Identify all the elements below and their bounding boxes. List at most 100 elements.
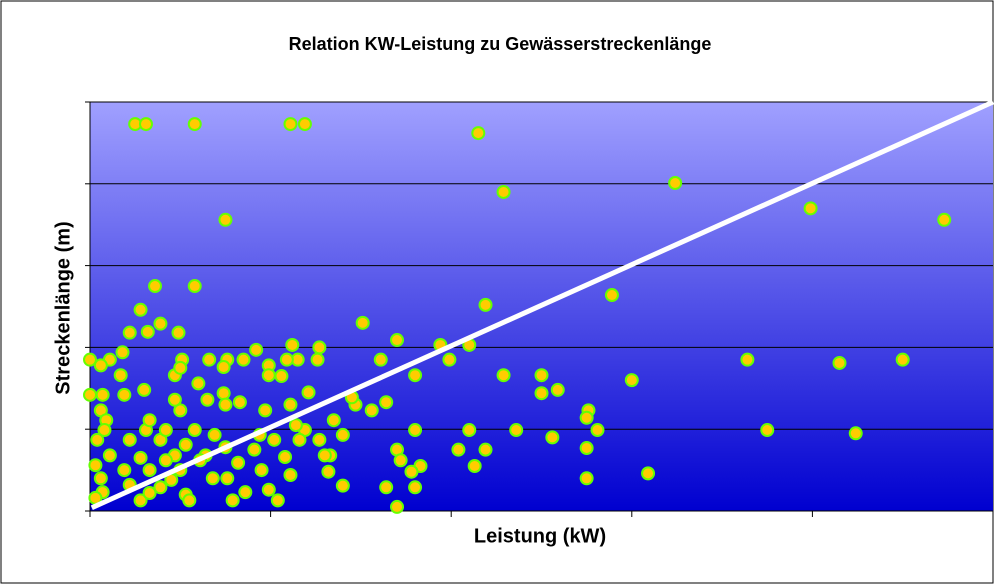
- point: [393, 453, 408, 468]
- point: [133, 493, 148, 508]
- point: [317, 448, 332, 463]
- point: [442, 352, 457, 367]
- point: [93, 471, 108, 486]
- point: [373, 352, 388, 367]
- point: [148, 279, 163, 294]
- point: [545, 430, 560, 445]
- point: [202, 352, 217, 367]
- point: [335, 427, 350, 442]
- point: [740, 352, 755, 367]
- point: [142, 486, 157, 501]
- point: [90, 432, 105, 447]
- point: [236, 352, 251, 367]
- point: [604, 288, 619, 303]
- point: [274, 369, 289, 384]
- point: [249, 342, 264, 357]
- point: [247, 442, 262, 457]
- point: [191, 376, 206, 391]
- point: [178, 437, 193, 452]
- point: [297, 117, 312, 132]
- point: [254, 463, 269, 478]
- point: [590, 423, 605, 438]
- point: [408, 368, 423, 383]
- point: [158, 453, 173, 468]
- point: [283, 117, 298, 132]
- point: [117, 463, 132, 478]
- point: [173, 360, 188, 375]
- point: [261, 482, 276, 497]
- point: [379, 395, 394, 410]
- point: [122, 325, 137, 340]
- point: [478, 297, 493, 312]
- trendline: [90, 99, 994, 511]
- point: [641, 466, 656, 481]
- point: [158, 423, 173, 438]
- point: [140, 324, 155, 339]
- point: [122, 432, 137, 447]
- point: [218, 397, 233, 412]
- point: [95, 387, 110, 402]
- y-axis-label: Streckenlänge (m): [52, 221, 74, 394]
- point: [97, 423, 112, 438]
- point: [187, 117, 202, 132]
- point: [88, 458, 103, 473]
- point: [205, 471, 220, 486]
- point: [579, 471, 594, 486]
- point: [258, 403, 273, 418]
- point: [216, 386, 231, 401]
- point: [115, 345, 130, 360]
- point: [187, 423, 202, 438]
- point: [462, 423, 477, 438]
- point: [138, 117, 153, 132]
- point: [267, 432, 282, 447]
- point: [220, 471, 235, 486]
- point: [102, 448, 117, 463]
- point: [408, 423, 423, 438]
- point: [390, 333, 405, 348]
- point: [173, 403, 188, 418]
- point: [167, 392, 182, 407]
- point: [579, 441, 594, 456]
- point: [288, 418, 303, 433]
- x-axis-label: Leistung (kW): [474, 525, 606, 547]
- point: [803, 201, 818, 216]
- point: [326, 413, 341, 428]
- point: [238, 485, 253, 500]
- point: [133, 302, 148, 317]
- point: [895, 352, 910, 367]
- point: [451, 442, 466, 457]
- point: [279, 352, 294, 367]
- point: [467, 459, 482, 474]
- point: [232, 395, 247, 410]
- point: [187, 279, 202, 294]
- point: [335, 478, 350, 493]
- point: [550, 382, 565, 397]
- point: [182, 493, 197, 508]
- point: [216, 360, 231, 375]
- point: [278, 450, 293, 465]
- point: [142, 413, 157, 428]
- point: [312, 340, 327, 355]
- point: [534, 386, 549, 401]
- point: [93, 358, 108, 373]
- point: [200, 392, 215, 407]
- point: [624, 373, 639, 388]
- point: [760, 423, 775, 438]
- point: [225, 493, 240, 508]
- point: [270, 493, 285, 508]
- point: [171, 325, 186, 340]
- point: [408, 480, 423, 495]
- point: [534, 368, 549, 383]
- point: [117, 387, 132, 402]
- point: [312, 432, 327, 447]
- point: [579, 410, 594, 425]
- point: [285, 337, 300, 352]
- point: [83, 387, 97, 402]
- point: [668, 175, 683, 190]
- point: [142, 463, 157, 478]
- point: [113, 368, 128, 383]
- point: [301, 385, 316, 400]
- point: [496, 184, 511, 199]
- point: [133, 450, 148, 465]
